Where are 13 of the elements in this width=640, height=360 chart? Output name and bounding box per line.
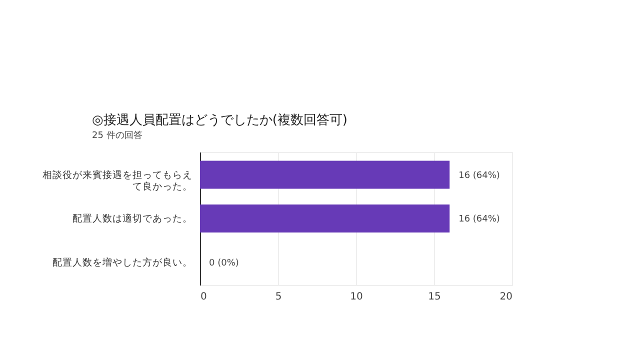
- data-label: 0 (0%): [209, 258, 239, 268]
- x-tick-label: 15: [428, 292, 441, 302]
- y-tick-label: 配置人数を増やした方が良い。: [52, 256, 192, 268]
- x-tick-label: 10: [350, 292, 363, 302]
- text: 25 件の回答: [92, 130, 142, 141]
- data-label: 16 (64%): [458, 170, 500, 181]
- x-tick-label: 20: [500, 292, 512, 302]
- y-tick-label: 相談役が来賓接遇を担ってもらえて良かった。: [42, 168, 192, 192]
- y-tick-label: 配置人数は適切であった。: [72, 212, 192, 224]
- x-tick-label: 5: [275, 292, 282, 302]
- x-tick-label: 0: [200, 292, 207, 302]
- data-label: 16 (64%): [458, 214, 500, 224]
- chart-title: ◎接遇人員配置はどうでしたか(複数回答可): [92, 113, 348, 128]
